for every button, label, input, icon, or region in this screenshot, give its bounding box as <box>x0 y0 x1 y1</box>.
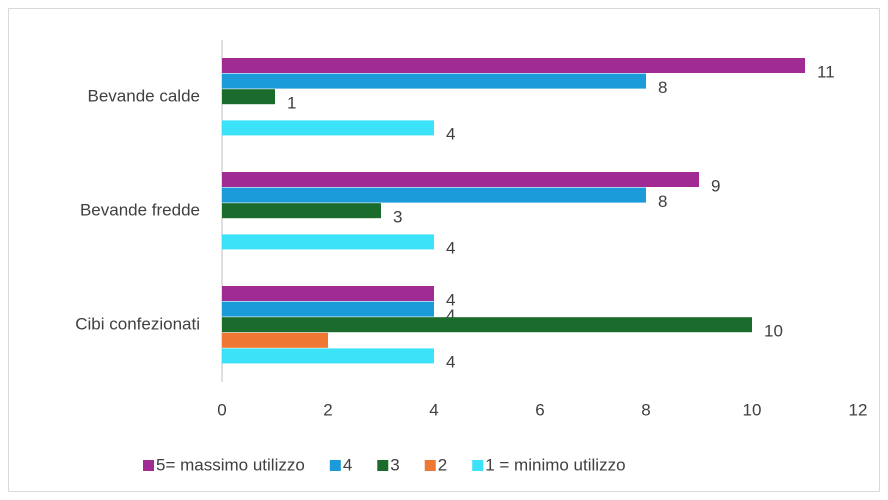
bar <box>222 89 275 105</box>
legend-label: 4 <box>343 455 352 474</box>
bar <box>222 301 434 317</box>
x-tick-label: 12 <box>849 400 868 419</box>
bar <box>222 187 646 203</box>
data-label: 4 <box>446 353 455 372</box>
legend-swatch <box>377 460 389 471</box>
data-label: 4 <box>446 290 455 309</box>
bar <box>222 73 646 89</box>
data-label: 4 <box>446 125 455 144</box>
y-tick-label: Cibi confezionati <box>75 314 200 333</box>
legend-label: 5= massimo utilizzo <box>156 455 305 474</box>
bar <box>222 203 381 219</box>
data-label: 11 <box>817 62 835 81</box>
bar <box>222 58 805 73</box>
data-label: 8 <box>658 192 667 211</box>
bar <box>222 120 434 136</box>
x-tick-label: 4 <box>429 400 438 419</box>
legend-swatch <box>472 460 484 471</box>
y-tick-label: Bevande calde <box>88 86 200 105</box>
data-label: 1 <box>287 93 296 112</box>
data-label: 3 <box>393 207 402 226</box>
x-tick-label: 0 <box>217 400 226 419</box>
chart-frame <box>8 8 880 492</box>
bar <box>222 332 328 348</box>
legend-label: 3 <box>390 455 399 474</box>
y-tick-label: Bevande fredde <box>80 200 200 219</box>
x-tick-label: 2 <box>323 400 332 419</box>
legend-swatch <box>424 460 436 471</box>
bar <box>222 172 699 187</box>
x-tick-label: 10 <box>743 400 762 419</box>
x-tick-label: 6 <box>535 400 544 419</box>
bar <box>222 286 434 301</box>
data-label: 10 <box>764 321 783 340</box>
legend-label: 2 <box>438 455 447 474</box>
bar <box>222 234 434 250</box>
data-label: 8 <box>658 78 667 97</box>
data-label: 4 <box>446 239 455 258</box>
legend-swatch <box>143 460 154 471</box>
x-tick-label: 8 <box>641 400 650 419</box>
bar <box>222 348 434 364</box>
legend-swatch <box>329 460 341 471</box>
bar <box>222 317 752 333</box>
data-label: 9 <box>711 176 720 195</box>
data-label: 4 <box>446 306 455 325</box>
legend-label: 1 = minimo utilizzo <box>485 455 625 474</box>
